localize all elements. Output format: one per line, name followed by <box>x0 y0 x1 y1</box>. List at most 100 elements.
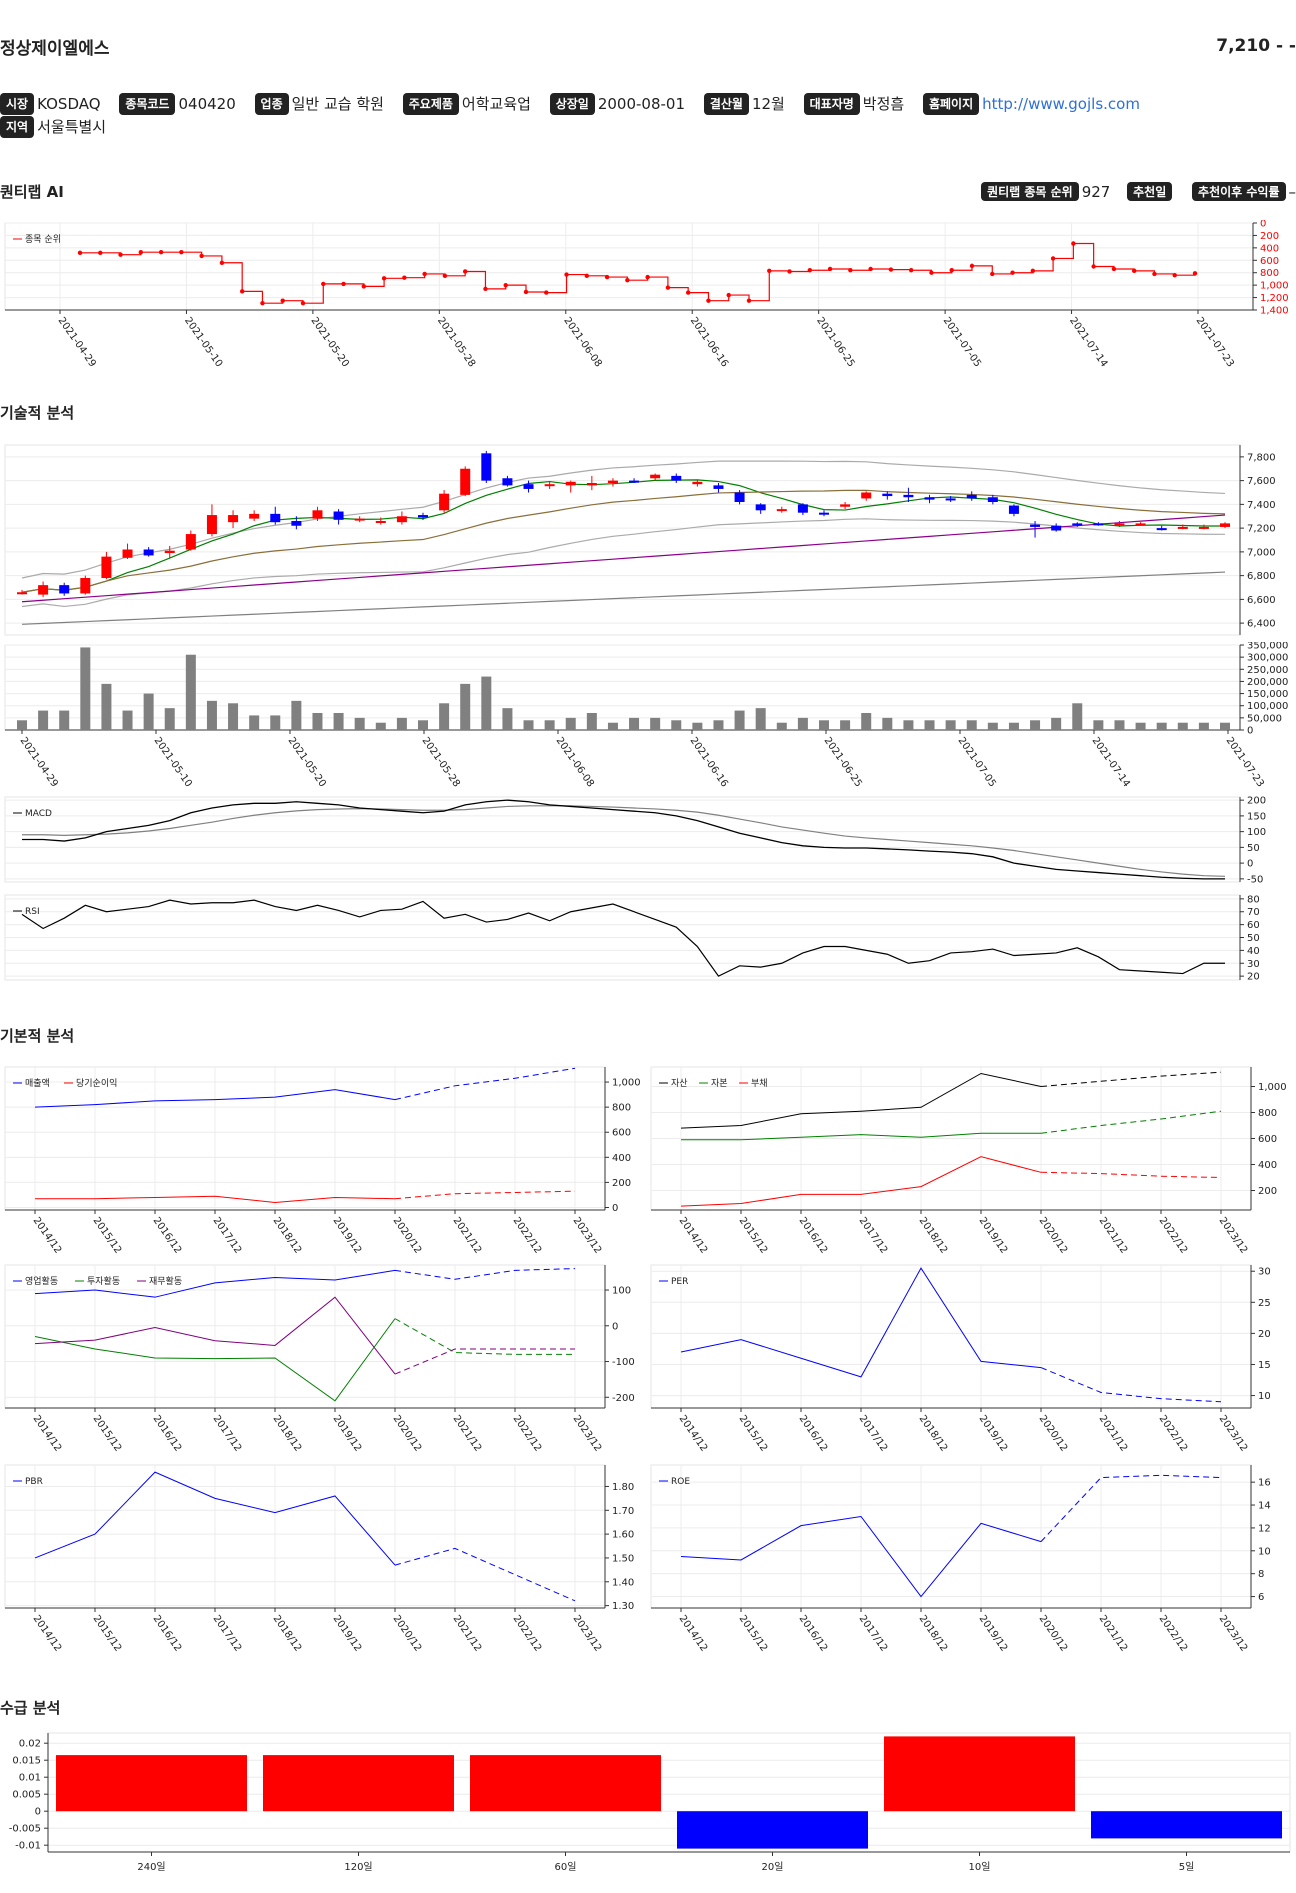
y-tick-label: 800 <box>1260 268 1279 279</box>
x-tick-label: 2023/12 <box>1217 1613 1250 1653</box>
code-tag: 종목코드 <box>119 93 176 115</box>
roe-chart: 6 8 10 12 14 16 2014/12 2015/12 2016/12 2017/12 20… <box>650 1464 1271 1654</box>
x-tick-label: 2014/12 <box>677 1215 710 1254</box>
candle-body <box>607 480 618 483</box>
candle-body <box>354 518 365 521</box>
rank-point <box>158 250 164 255</box>
homepage-link[interactable]: http://www.gojls.com <box>982 95 1140 113</box>
candle-body <box>755 504 766 511</box>
y-tick-label: 1.70 <box>612 1506 634 1517</box>
plot-area <box>650 1264 1252 1409</box>
y-tick-label: 16 <box>1258 1478 1271 1489</box>
x-tick-label: 20일 <box>762 1861 784 1873</box>
series-line-actual <box>680 1267 1042 1378</box>
x-tick-label: 2022/12 <box>511 1215 544 1254</box>
x-tick-label: 2018/12 <box>271 1613 304 1653</box>
x-tick-label: 2021/12 <box>1097 1413 1130 1452</box>
rank-point <box>990 271 995 277</box>
y-tick-label: 1.60 <box>612 1530 634 1541</box>
band-upper <box>21 460 1226 579</box>
rank-point <box>685 290 691 295</box>
section-flow-title: 수급 분석 <box>0 1699 61 1717</box>
x-tick-label: 2017/12 <box>857 1215 890 1254</box>
x-tick-label: 2021-04-29 <box>56 315 98 369</box>
volume-bar <box>249 715 260 730</box>
candle-body <box>418 515 428 518</box>
volume-bar <box>122 710 133 730</box>
y-tick-label: 200 <box>612 1178 631 1189</box>
y-tick-label: 60 <box>1247 920 1260 931</box>
candle-body <box>882 493 893 497</box>
volume-bar <box>143 693 154 730</box>
candle-body <box>586 483 597 486</box>
candle-body <box>1072 523 1083 526</box>
legend-label: 종목 순위 <box>25 234 61 245</box>
ma60-line <box>21 514 1226 603</box>
y-tick-label: 1.40 <box>612 1577 634 1588</box>
series-line-actual <box>34 1269 396 1298</box>
volume-bar <box>1030 720 1041 730</box>
legend-label: 당기순이익 <box>76 1077 117 1089</box>
rank-point <box>98 250 103 256</box>
flow-bar <box>677 1811 868 1849</box>
volume-bar <box>840 720 851 730</box>
rsi-line <box>21 899 1225 977</box>
candle-body <box>312 510 323 519</box>
ceo-tag: 대표자명 <box>803 93 860 115</box>
series-line-actual <box>681 1132 1041 1141</box>
listing-value: 2000-08-01 <box>597 95 686 113</box>
y-tick-label: 150,000 <box>1247 689 1288 700</box>
volume-bar <box>206 700 217 730</box>
x-tick-label: 2016/12 <box>797 1413 830 1452</box>
x-tick-label: 2017/12 <box>211 1413 244 1452</box>
rank-point <box>868 266 873 272</box>
candle-body <box>629 480 640 483</box>
y-tick-label: 1,200 <box>1260 293 1289 304</box>
rsi-chart: 20 30 40 50 60 70 80 RSI <box>4 894 1260 983</box>
series-line-estimate <box>394 1348 575 1375</box>
x-tick-label: 2016/12 <box>797 1613 830 1653</box>
x-tick-label: 2021-06-16 <box>688 315 730 369</box>
x-tick-label: 2021-06-08 <box>561 315 603 369</box>
series-line-estimate <box>1040 1171 1222 1178</box>
y-tick-label: 8 <box>1258 1569 1264 1580</box>
candle-body <box>1135 523 1146 526</box>
volume-bar <box>1093 720 1104 730</box>
x-tick-label: 2018/12 <box>271 1413 304 1452</box>
y-tick-label: 7,200 <box>1247 524 1276 535</box>
x-tick-label: 120일 <box>344 1861 372 1873</box>
y-tick-label: 0 <box>1260 220 1266 230</box>
rank-point <box>706 298 711 303</box>
volume-bar <box>987 722 998 730</box>
rank-point <box>260 300 265 306</box>
plot-area <box>4 1066 606 1211</box>
x-tick-label: 2022/12 <box>511 1413 544 1452</box>
y-tick-label: 50 <box>1247 933 1260 944</box>
x-tick-label: 2021-07-05 <box>956 735 998 789</box>
rank-point <box>888 267 894 272</box>
candle-body <box>122 549 133 558</box>
rank-point <box>949 268 954 273</box>
rank-point <box>564 272 569 277</box>
candle-body <box>333 511 344 520</box>
y-tick-label: -0.01 <box>15 1841 41 1852</box>
volume-bar <box>544 720 555 730</box>
listing-tag: 상장일 <box>549 93 595 115</box>
section-ai-title: 퀀티랩 AI <box>0 183 64 201</box>
candle-body <box>797 504 808 513</box>
series-line-estimate <box>394 1067 576 1101</box>
volume-bar <box>80 647 91 730</box>
flow-bar <box>884 1736 1075 1812</box>
volume-bar <box>586 713 597 730</box>
volume-chart: 0 50,000100,000150,000200,000250,000300,0… <box>4 642 1288 789</box>
x-tick-label: 60일 <box>555 1861 577 1873</box>
volume-bar <box>671 720 682 730</box>
y-tick-label: 7,000 <box>1247 547 1276 558</box>
x-tick-label: 2018/12 <box>271 1215 304 1254</box>
x-tick-label: 2021-05-10 <box>152 735 194 789</box>
industry-value: 일반 교습 학원 <box>291 95 384 113</box>
rank-point <box>1050 256 1056 261</box>
y-tick-label: 10 <box>1258 1391 1271 1402</box>
y-tick-label: 14 <box>1258 1501 1271 1512</box>
